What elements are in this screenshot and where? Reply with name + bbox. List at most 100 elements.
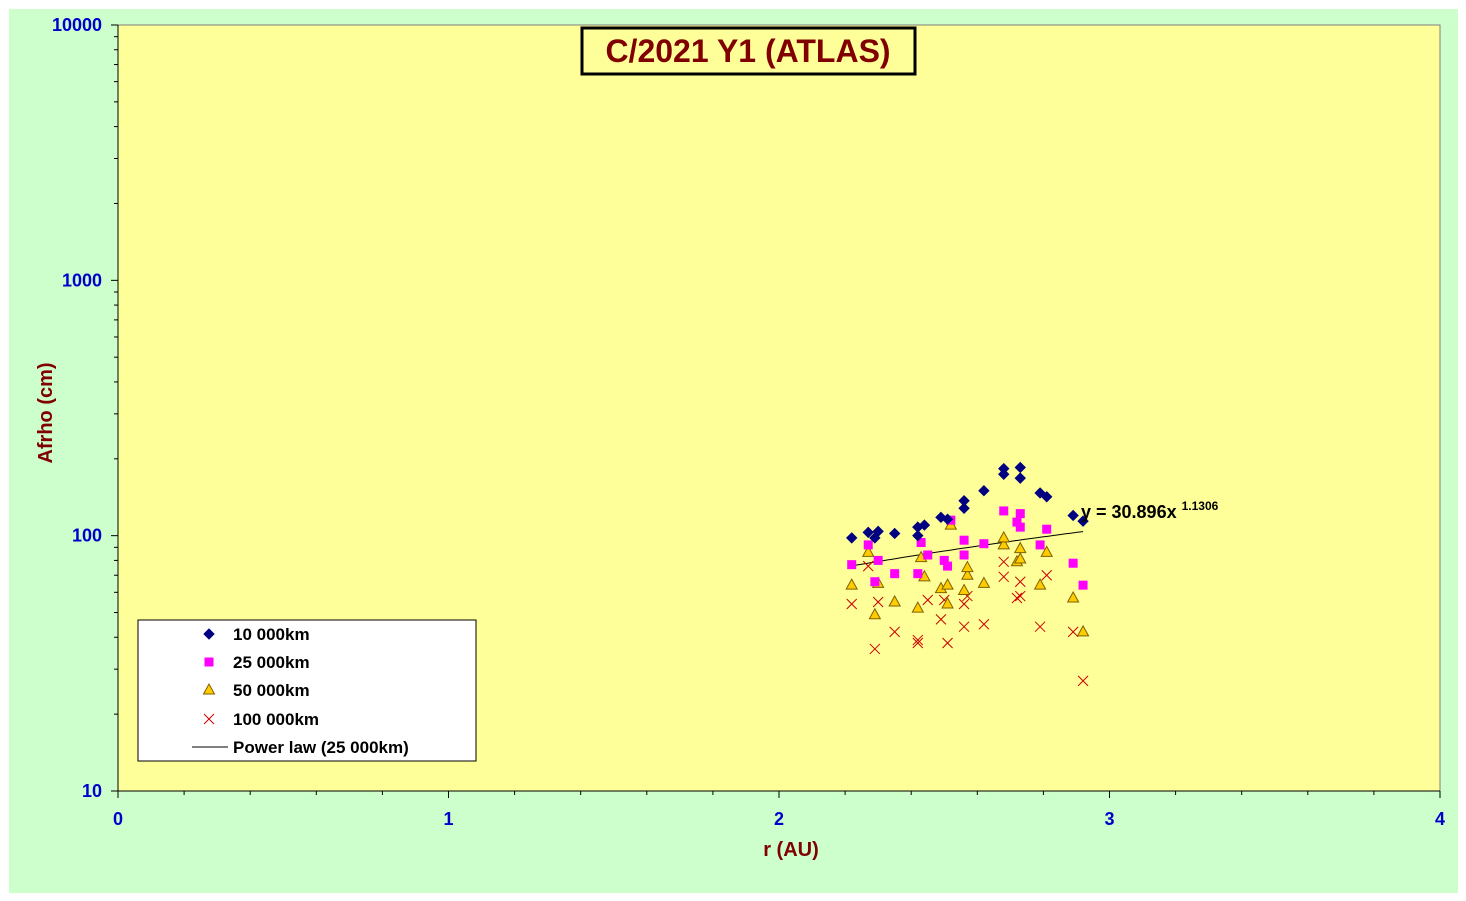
- data-point-x: [998, 556, 1010, 568]
- data-point-triangle: [957, 583, 971, 595]
- data-point-square: [1068, 558, 1078, 568]
- data-point-triangle: [961, 560, 974, 573]
- data-point-square: [890, 569, 900, 579]
- trendline-group: [851, 531, 1084, 567]
- data-point-x: [998, 571, 1010, 583]
- data-point-triangle: [1040, 545, 1054, 557]
- data-point-triangle: [977, 576, 991, 588]
- data-point-triangle: [911, 601, 925, 613]
- data-point-square: [913, 569, 923, 579]
- trendline-power-law: [851, 531, 1084, 567]
- data-point-triangle: [861, 545, 875, 557]
- data-point-diamond: [1014, 472, 1026, 484]
- x-tick-label: 0: [113, 809, 123, 829]
- data-point-triangle: [961, 568, 974, 580]
- data-point-x: [869, 643, 881, 655]
- data-point-square: [1015, 509, 1025, 519]
- data-point-square: [979, 539, 989, 549]
- data-point-square: [923, 550, 933, 560]
- data-point-triangle: [888, 594, 902, 607]
- data-point-x: [846, 598, 858, 610]
- data-point-triangle: [997, 530, 1011, 543]
- data-point-x: [1077, 675, 1089, 687]
- data-point-diamond: [978, 484, 990, 497]
- y-tick-label: 1000: [62, 270, 102, 290]
- data-point-x: [862, 560, 874, 572]
- data-point-x: [958, 598, 970, 610]
- data-point-square: [1035, 540, 1045, 550]
- data-point-diamond: [958, 502, 970, 514]
- data-point-diamond: [872, 525, 884, 538]
- data-point-square: [863, 540, 873, 550]
- legend-label: Power law (25 000km): [233, 738, 409, 757]
- data-point-x: [942, 637, 953, 649]
- data-point-square: [999, 506, 1009, 516]
- data-point-diamond: [862, 526, 874, 539]
- data-point-x: [1014, 590, 1026, 602]
- legend-marker-triangle: [202, 682, 216, 695]
- data-point-x: [1034, 621, 1046, 633]
- data-point-x: [889, 626, 901, 638]
- y-tick-label: 10000: [52, 15, 102, 35]
- x-tick-label: 2: [774, 809, 784, 829]
- data-point-triangle: [868, 607, 882, 620]
- legend-box: [137, 619, 477, 762]
- chart-title-box: C/2021 Y1 (ATLAS): [580, 26, 917, 76]
- data-point-triangle: [997, 537, 1011, 550]
- data-point-x: [922, 594, 934, 606]
- legend: 10 000km 25 000km 50 000km 100 000km Power l…: [137, 619, 477, 762]
- y-axis-ticks: 10 100 1000 10000: [52, 15, 118, 801]
- data-point-square: [1012, 517, 1022, 527]
- data-point-diamond: [1040, 491, 1053, 503]
- data-point-diamond: [846, 532, 858, 544]
- data-point-diamond: [912, 529, 924, 542]
- data-point-x: [1067, 626, 1079, 638]
- data-point-square: [939, 555, 949, 565]
- data-point-square: [916, 538, 926, 548]
- data-point-diamond: [958, 495, 970, 507]
- trendline-equation: y = 30.896x 1.1306: [1081, 499, 1219, 522]
- data-points: [845, 461, 1090, 687]
- trendline-equation-exponent: 1.1306: [1182, 499, 1219, 513]
- legend-marker-x: [203, 713, 215, 725]
- data-point-diamond: [1077, 515, 1089, 527]
- data-point-square: [943, 561, 953, 571]
- data-point-square: [1078, 580, 1088, 590]
- data-point-x: [935, 614, 947, 625]
- legend-label: 10 000km: [233, 625, 310, 644]
- data-point-triangle: [1076, 624, 1090, 637]
- x-tick-label: 3: [1104, 809, 1114, 829]
- data-point-x: [978, 618, 990, 630]
- data-point-triangle: [941, 596, 954, 609]
- data-point-x: [872, 596, 884, 608]
- legend-label: 50 000km: [233, 681, 310, 700]
- trendline-equation-main: y = 30.896x: [1081, 502, 1177, 522]
- data-point-diamond: [1067, 509, 1079, 522]
- data-point-x: [1014, 576, 1026, 588]
- y-tick-label: 10: [82, 781, 102, 801]
- data-point-x: [958, 621, 970, 633]
- data-point-triangle: [845, 578, 859, 590]
- x-axis-title: r (AU): [763, 839, 819, 861]
- data-point-square: [1015, 522, 1025, 532]
- y-tick-label: 100: [72, 526, 102, 546]
- data-point-x: [912, 634, 924, 646]
- x-axis-ticks: 0 1 2 3 4: [113, 791, 1445, 829]
- data-point-diamond: [941, 513, 954, 525]
- data-point-diamond: [998, 468, 1010, 480]
- data-point-triangle: [941, 578, 954, 590]
- y-axis-title: Afrho (cm): [35, 362, 57, 463]
- x-tick-label: 1: [443, 809, 453, 829]
- data-point-triangle: [1033, 578, 1047, 590]
- data-point-x: [912, 637, 924, 649]
- data-point-square: [870, 577, 880, 587]
- data-point-square: [1042, 524, 1052, 534]
- chart-title: C/2021 Y1 (ATLAS): [605, 33, 890, 69]
- data-point-x: [1011, 592, 1023, 604]
- data-point-x: [1041, 569, 1053, 581]
- data-point-diamond: [918, 519, 931, 531]
- legend-label: 25 000km: [233, 653, 310, 672]
- x-tick-label: 4: [1435, 809, 1445, 829]
- legend-label: 100 000km: [233, 710, 319, 729]
